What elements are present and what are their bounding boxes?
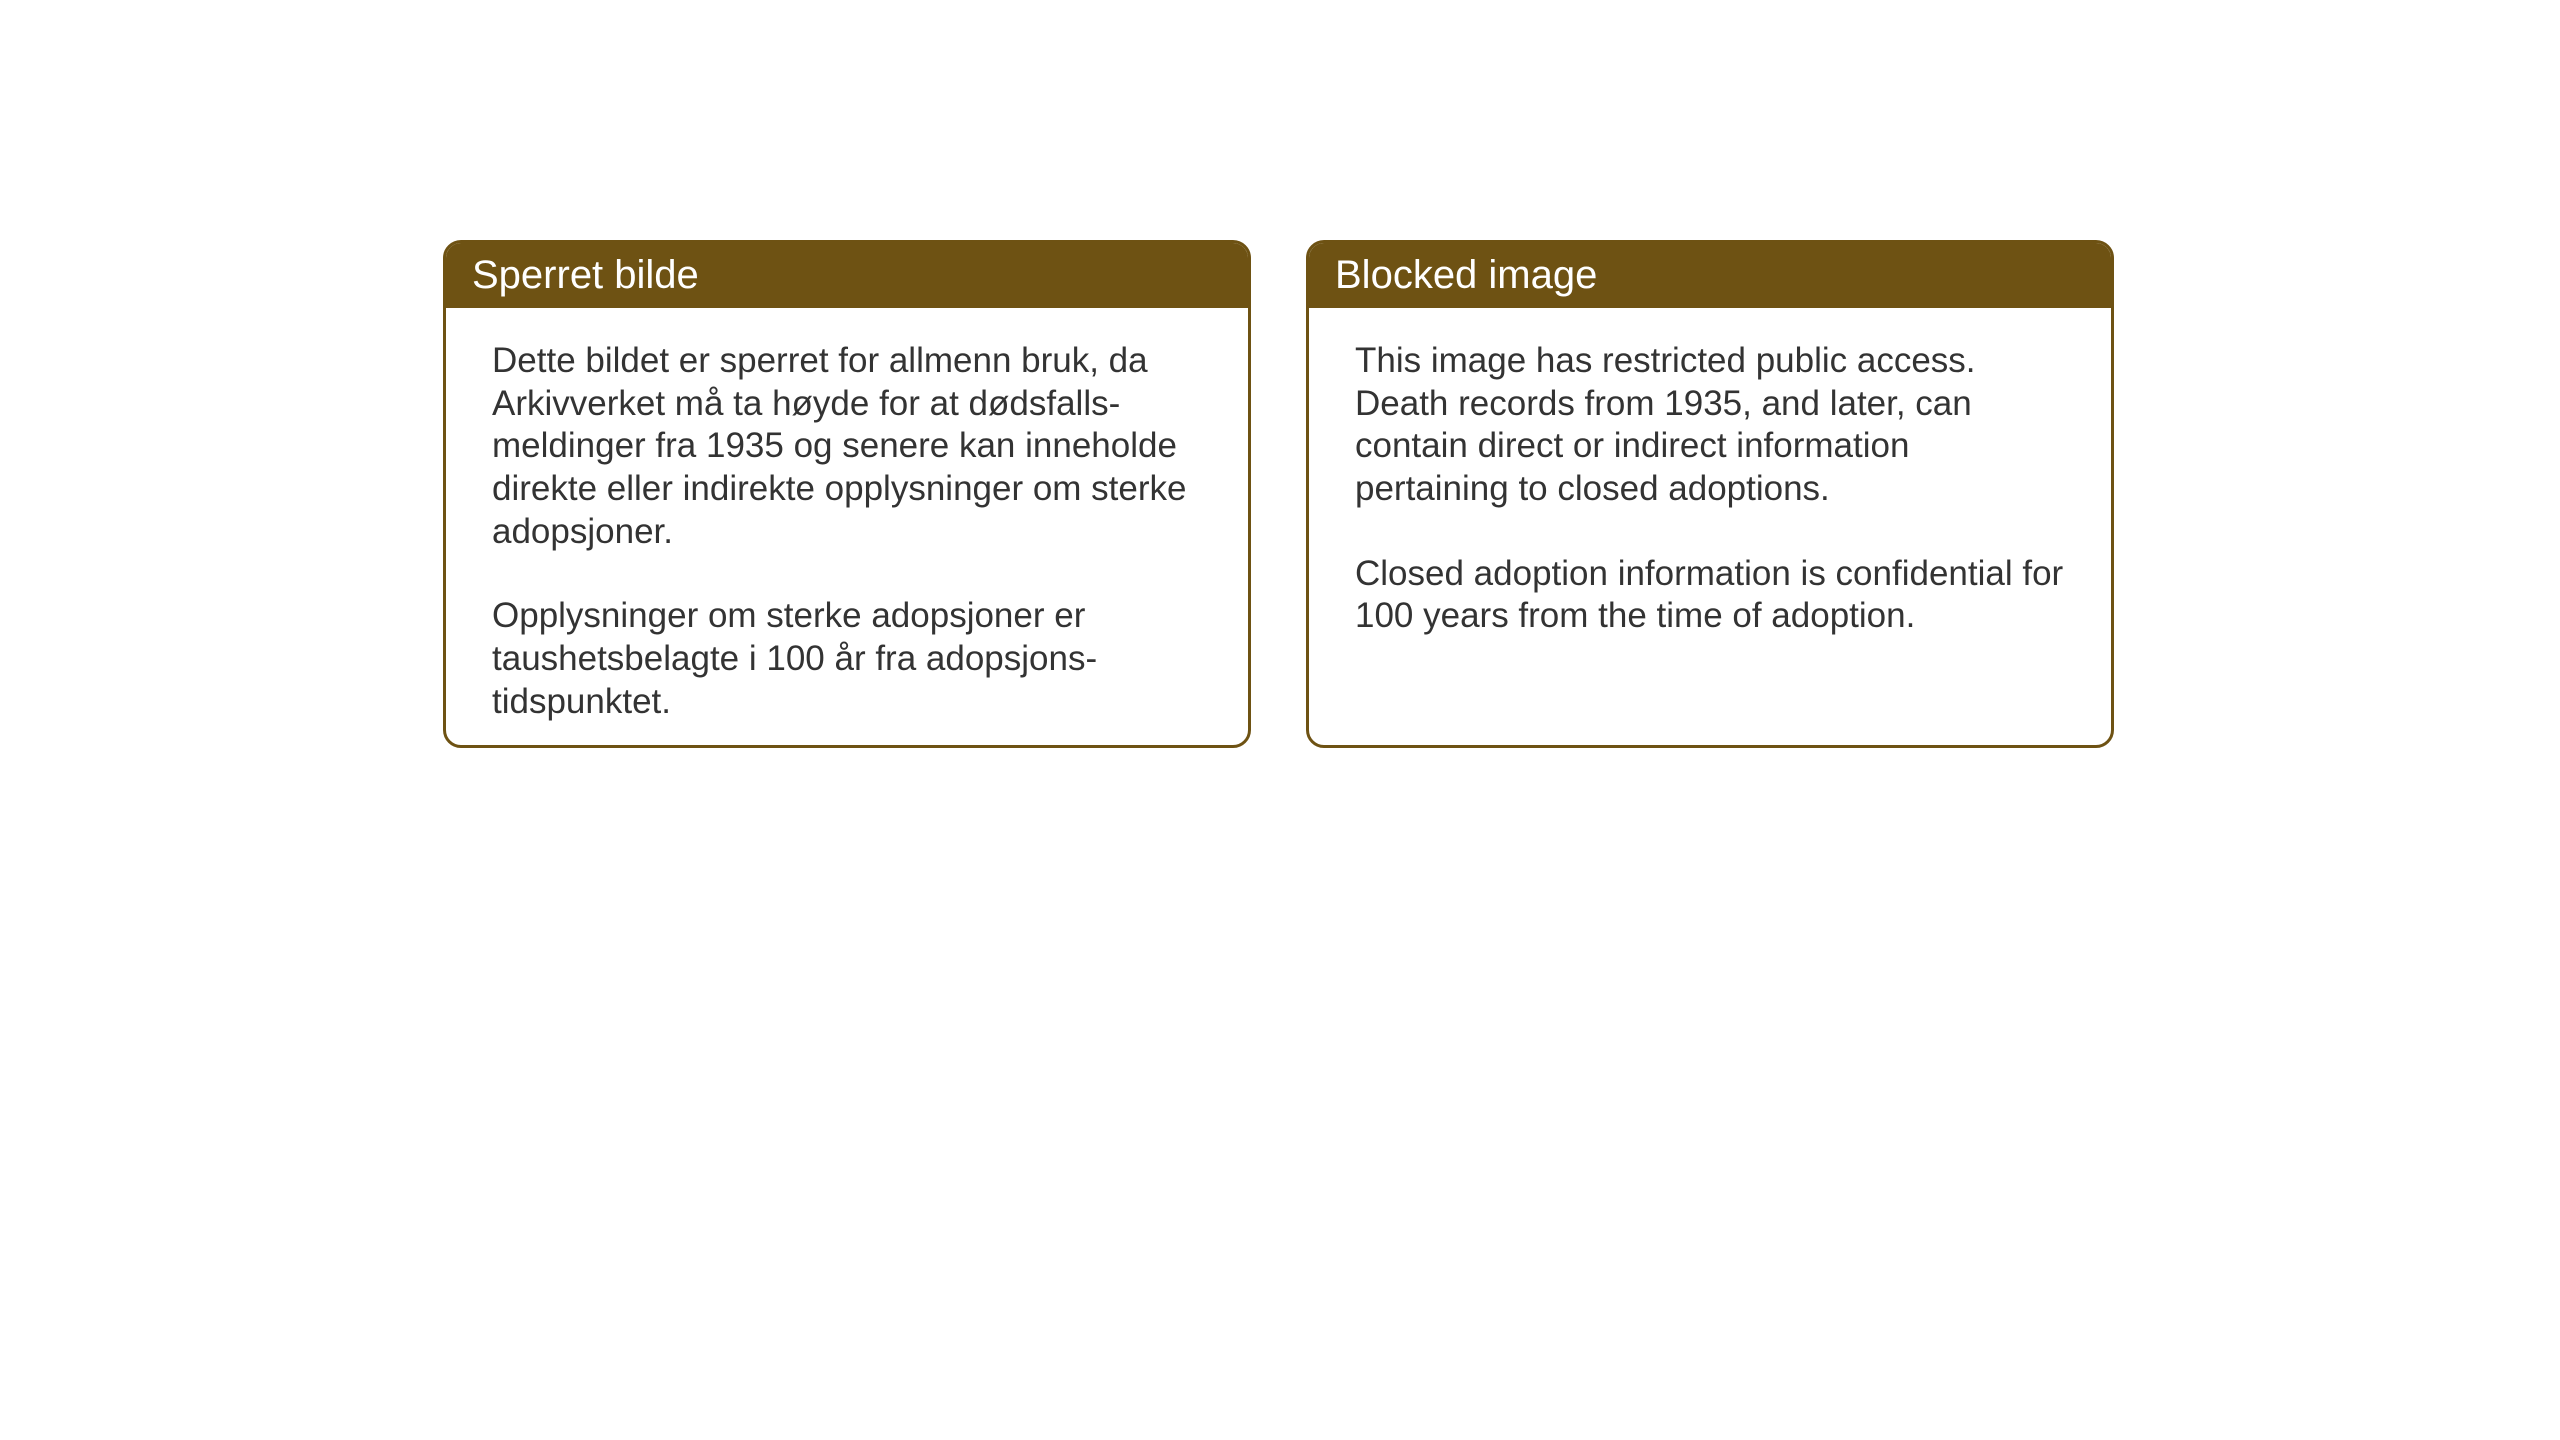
card-norwegian: Sperret bilde Dette bildet er sperret fo… <box>443 240 1251 748</box>
card-norwegian-paragraph-1: Dette bildet er sperret for allmenn bruk… <box>492 340 1202 553</box>
card-english: Blocked image This image has restricted … <box>1306 240 2114 748</box>
cards-container: Sperret bilde Dette bildet er sperret fo… <box>443 240 2114 748</box>
card-english-title: Blocked image <box>1335 253 1597 297</box>
card-norwegian-title: Sperret bilde <box>472 253 699 297</box>
card-english-header: Blocked image <box>1309 243 2111 308</box>
card-norwegian-paragraph-2: Opplysninger om sterke adopsjoner er tau… <box>492 595 1202 723</box>
card-english-paragraph-2: Closed adoption information is confident… <box>1355 553 2065 638</box>
card-norwegian-body: Dette bildet er sperret for allmenn bruk… <box>446 308 1248 748</box>
card-english-body: This image has restricted public access.… <box>1309 308 2111 670</box>
card-norwegian-header: Sperret bilde <box>446 243 1248 308</box>
card-english-paragraph-1: This image has restricted public access.… <box>1355 340 2065 511</box>
